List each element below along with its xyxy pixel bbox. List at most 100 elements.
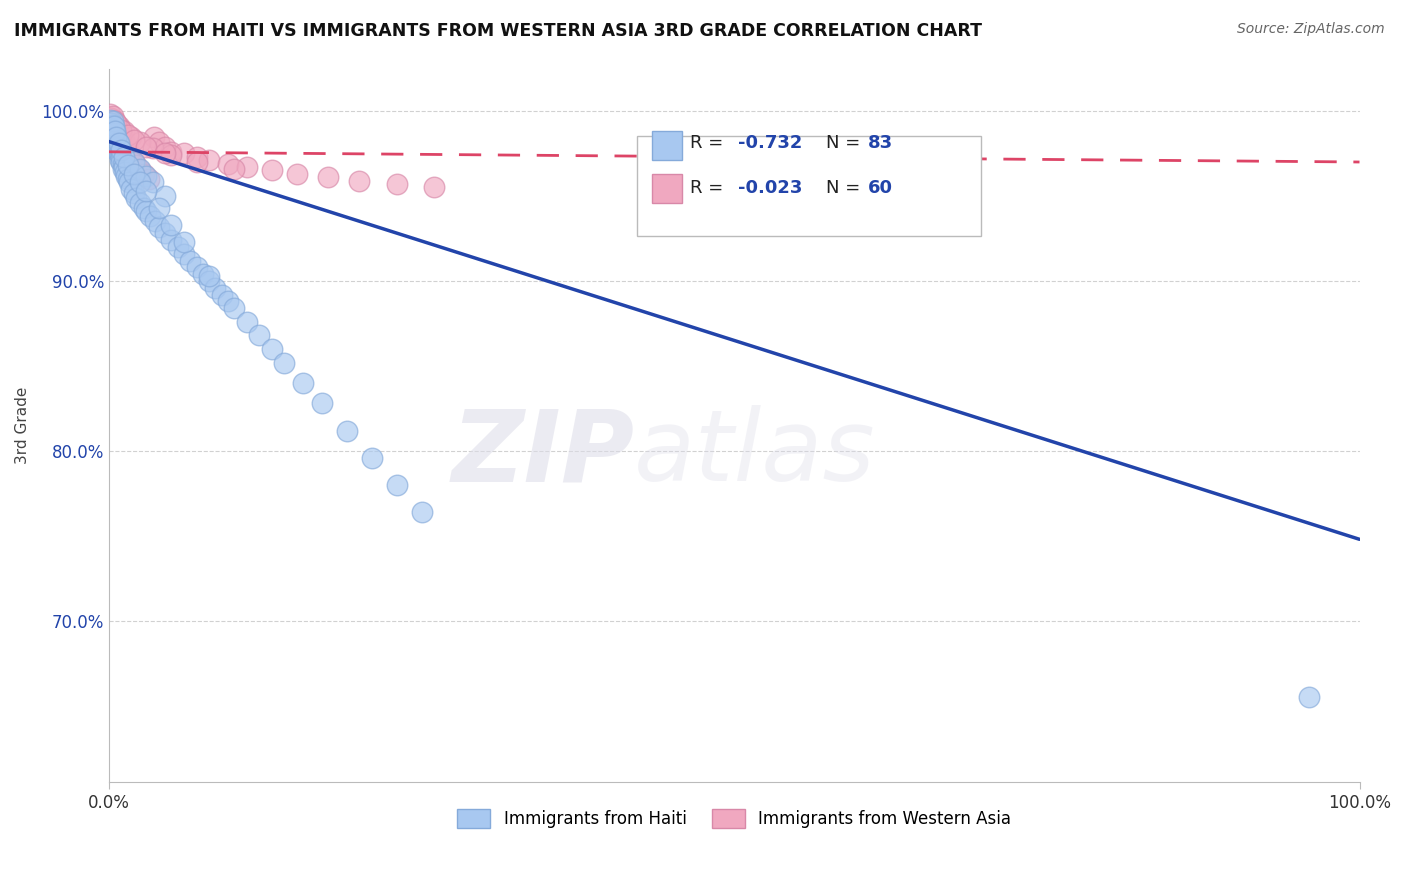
Point <box>222 161 245 176</box>
Text: N =: N = <box>825 135 866 153</box>
Point <box>179 253 201 268</box>
Point <box>122 155 145 169</box>
Point <box>103 129 125 144</box>
Point <box>105 122 128 136</box>
Point <box>122 133 145 147</box>
Point <box>148 135 170 149</box>
Point <box>129 163 152 178</box>
Point <box>100 116 122 130</box>
Point <box>155 146 177 161</box>
Point <box>285 167 308 181</box>
Point <box>222 301 245 315</box>
Point <box>114 165 136 179</box>
Point <box>155 139 177 153</box>
Point <box>111 157 134 171</box>
Point <box>101 114 124 128</box>
Point <box>142 141 165 155</box>
Point <box>198 153 221 168</box>
Text: ZIP: ZIP <box>451 406 634 502</box>
Point <box>110 153 132 168</box>
Point <box>105 129 128 144</box>
Point <box>104 124 127 138</box>
Point <box>112 150 135 164</box>
Point <box>135 139 157 153</box>
Text: atlas: atlas <box>634 406 876 502</box>
Point <box>104 131 127 145</box>
Point <box>107 124 129 138</box>
Point <box>122 186 145 200</box>
Point <box>110 143 132 157</box>
Text: -0.023: -0.023 <box>738 178 803 197</box>
Point <box>129 175 152 189</box>
Point <box>122 167 145 181</box>
Point <box>173 146 195 161</box>
Point <box>108 120 131 134</box>
Point <box>112 160 135 174</box>
Point <box>115 139 138 153</box>
Point <box>118 175 141 189</box>
Point <box>110 126 132 140</box>
Point <box>260 163 283 178</box>
Point <box>235 160 257 174</box>
Text: 60: 60 <box>868 178 893 197</box>
Point <box>100 116 122 130</box>
Point <box>110 150 132 164</box>
Point <box>385 478 408 492</box>
Point <box>160 148 183 162</box>
Legend: Immigrants from Haiti, Immigrants from Western Asia: Immigrants from Haiti, Immigrants from W… <box>450 802 1018 835</box>
Point <box>104 116 127 130</box>
Point <box>385 177 408 191</box>
Point <box>316 170 339 185</box>
Point <box>335 424 357 438</box>
Point <box>107 139 129 153</box>
Point <box>311 396 333 410</box>
Point <box>122 155 145 169</box>
Point <box>125 158 148 172</box>
Point <box>110 122 132 136</box>
Point <box>166 240 188 254</box>
Point <box>423 180 446 194</box>
Point <box>108 121 131 136</box>
Point <box>104 126 127 140</box>
Point <box>104 121 127 136</box>
Point <box>100 121 122 136</box>
Point <box>104 114 127 128</box>
Point <box>105 118 128 132</box>
Point <box>108 146 131 161</box>
Point <box>121 129 143 144</box>
Point <box>105 116 128 130</box>
Point <box>139 210 162 224</box>
Point <box>235 315 257 329</box>
Point <box>129 195 152 210</box>
Point <box>101 112 124 127</box>
Point <box>217 294 239 309</box>
Point <box>217 157 239 171</box>
Point <box>135 184 157 198</box>
Point <box>104 136 127 151</box>
Point <box>101 128 124 142</box>
Point <box>411 505 433 519</box>
Point <box>111 161 134 176</box>
Point <box>118 146 141 161</box>
FancyBboxPatch shape <box>652 131 682 160</box>
Point <box>291 376 314 390</box>
Point <box>132 201 155 215</box>
Point <box>142 175 165 189</box>
Point <box>111 129 134 144</box>
Point <box>105 143 128 157</box>
Point <box>143 214 166 228</box>
Point <box>110 122 132 136</box>
Point <box>211 287 233 301</box>
Point <box>160 233 183 247</box>
Point <box>1298 690 1320 705</box>
FancyBboxPatch shape <box>652 174 682 202</box>
Text: R =: R = <box>690 178 730 197</box>
Point <box>103 120 125 134</box>
Point <box>121 152 143 166</box>
Point <box>135 169 157 183</box>
Point <box>101 118 124 132</box>
Point <box>191 267 214 281</box>
Text: IMMIGRANTS FROM HAITI VS IMMIGRANTS FROM WESTERN ASIA 3RD GRADE CORRELATION CHAR: IMMIGRANTS FROM HAITI VS IMMIGRANTS FROM… <box>14 22 981 40</box>
Point <box>114 136 136 151</box>
Point <box>107 120 129 134</box>
